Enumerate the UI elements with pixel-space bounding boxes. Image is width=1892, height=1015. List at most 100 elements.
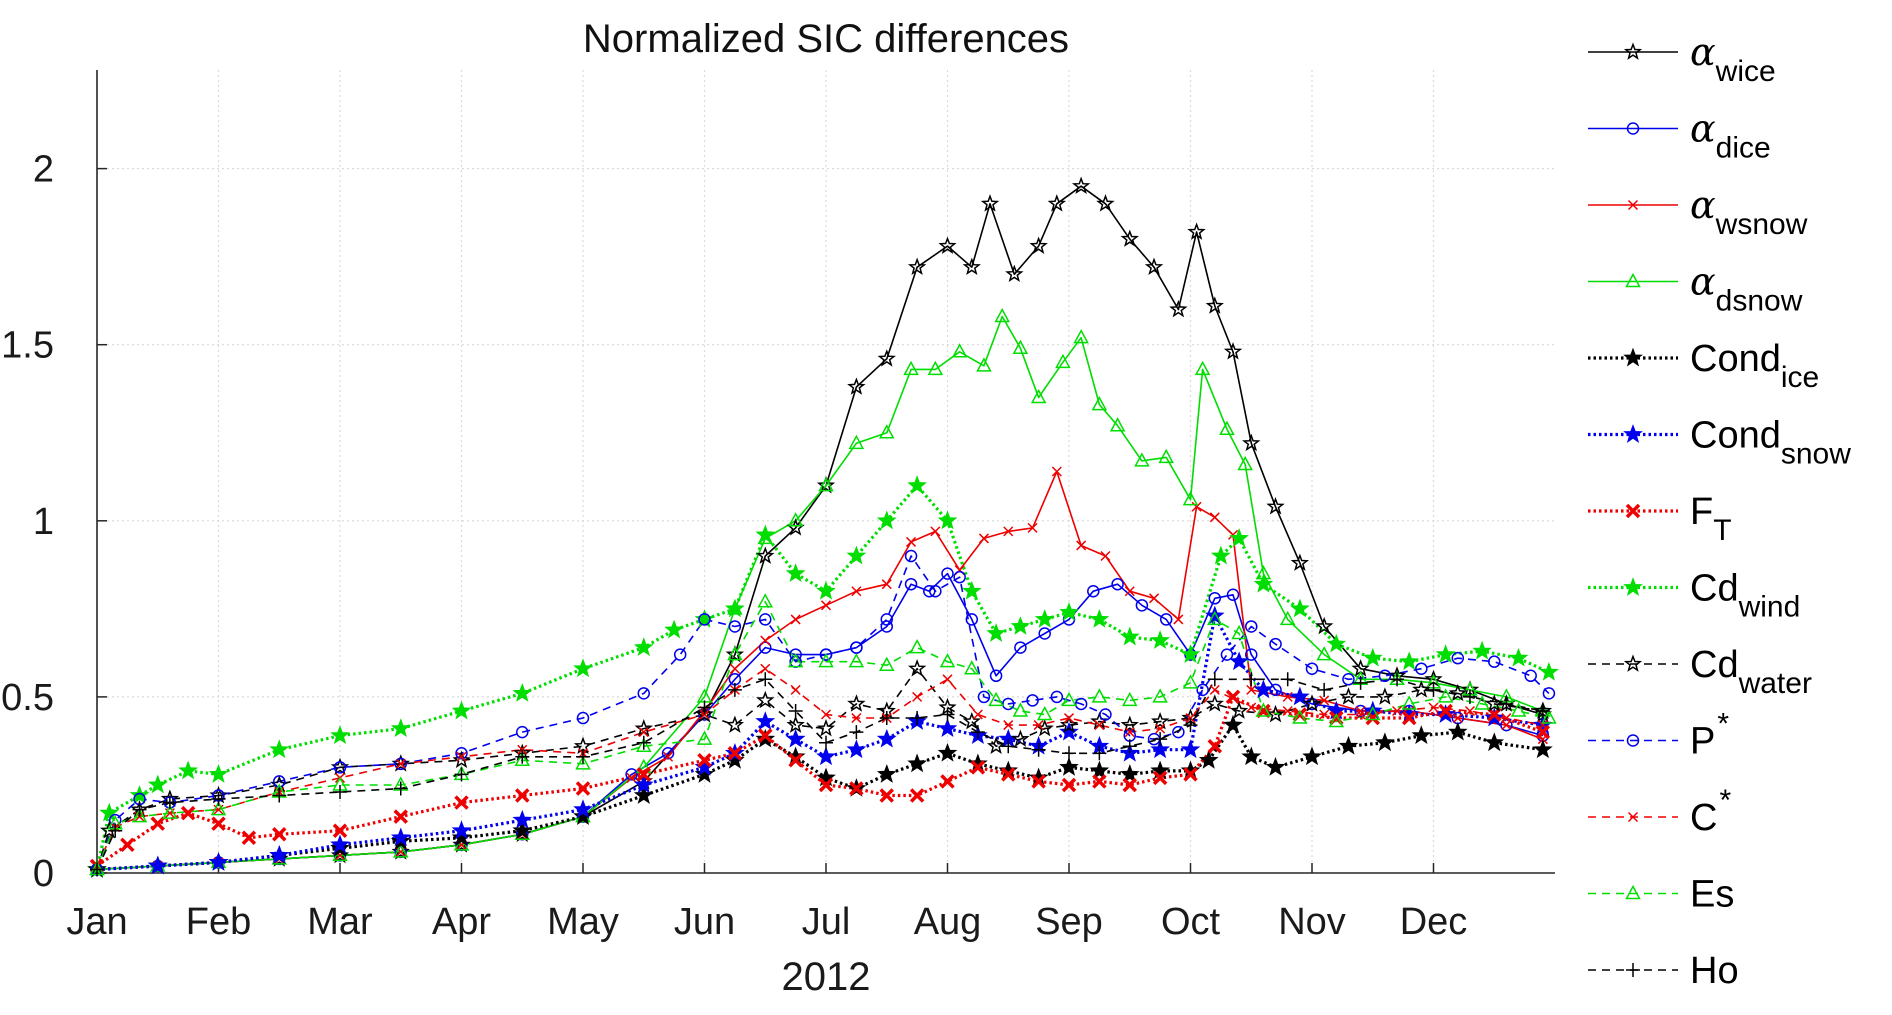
legend-marker [1623,347,1643,367]
data-point--dice-1 [625,768,638,781]
data-point-cond-ice-4 [1150,760,1171,780]
data-point-cond-snow-5 [1180,739,1201,759]
data-point--wsnow-2 [1149,593,1160,604]
data-point-cd-water-8 [1448,683,1467,702]
data-point-ho-12 [576,749,590,764]
data-point-cd-wind-7 [1253,573,1274,593]
series-line--dsnow-3 [96,315,1544,871]
data-point-cond-snow-5 [147,855,168,875]
data-point-ho-12 [162,795,177,810]
legend-entry: αwice [1588,30,1776,88]
data-point--wice-0 [1242,433,1261,452]
data-point--dsnow-3 [1073,329,1089,344]
data-point-ho-12 [108,823,123,838]
data-point-f-t-6 [241,830,257,846]
x-tick-label: Jun [674,901,735,943]
legend-entry: Cdwater [1588,644,1812,700]
data-point-p-star-9 [904,549,918,563]
data-point-cd-wind-7 [1210,545,1231,565]
data-point-ho-12 [454,767,469,782]
data-point-es-11 [1401,695,1417,710]
series-line--wice-0 [96,185,1544,871]
data-point-ho-12 [1183,718,1198,733]
series-line-f-t-6 [96,695,1544,868]
data-point--dsnow-3 [994,307,1010,323]
data-point--wsnow-2 [663,751,674,762]
data-point-es-11 [1036,705,1053,721]
data-point-p-star-9 [953,570,966,584]
y-tick-label: 2 [33,149,54,191]
legend-label: Ho [1690,950,1739,992]
data-point-cd-wind-7 [816,580,836,600]
data-point--wsnow-2 [1100,550,1111,562]
data-point-cond-ice-4 [1223,714,1243,734]
data-point--dice-1 [1135,599,1149,612]
data-point-ho-12 [727,682,742,697]
data-point-p-star-9 [1099,708,1112,721]
data-point-cond-ice-4 [1265,756,1286,776]
data-point-f-t-6 [909,788,925,803]
data-point-p-star-9 [1542,687,1556,700]
data-point-cond-snow-5 [512,809,533,829]
data-point-cd-wind-7 [876,510,897,530]
data-point-cond-snow-5 [1435,704,1456,723]
data-point-cd-wind-7 [785,563,806,582]
data-point-cd-water-8 [695,704,714,723]
legend-marker [1627,199,1639,211]
data-point-cd-wind-7 [208,764,229,783]
data-point--dice-1 [1087,584,1100,598]
data-point-cond-snow-5 [451,820,472,840]
data-point--dsnow-3 [392,843,409,858]
data-point-c-star-10 [1392,705,1403,717]
data-point-cd-water-8 [1230,701,1249,719]
data-point-es-11 [1182,674,1199,689]
data-point--dsnow-3 [878,424,895,439]
legend-label: C* [1690,784,1731,839]
data-point--dice-1 [1500,718,1513,732]
data-point-cd-wind-7 [1119,626,1140,646]
data-point-ho-12 [910,711,925,726]
data-point-cd-wind-7 [664,619,684,639]
x-tick-label: Feb [186,901,251,943]
legend: αwice αdice αwsnow αdsnow Condice Condsnow FT C… [1588,30,1851,992]
data-point-cd-wind-7 [178,760,199,780]
data-point-es-11 [757,593,774,608]
data-point-es-11 [818,653,834,668]
data-point-p-star-9 [637,687,650,700]
data-point-cd-water-8 [725,715,744,733]
data-point-cond-snow-5 [755,711,776,730]
data-point--wice-0 [1120,229,1139,247]
data-point-f-t-6 [211,816,226,831]
data-point-c-star-10 [942,674,953,685]
data-point-p-star-9 [273,775,286,788]
data-point-cond-ice-4 [451,827,472,847]
series-line--dice-1 [96,572,1544,871]
data-point--wice-0 [756,546,775,564]
data-point-cond-ice-4 [937,743,958,762]
data-point-cd-water-8 [1302,694,1322,712]
data-point-cd-wind-7 [269,739,290,759]
x-tick-label: Dec [1400,901,1468,943]
data-point--wsnow-2 [760,635,771,646]
data-point-cond-ice-4 [1338,735,1359,755]
data-point--dsnow-3 [1109,417,1126,432]
data-point-es-11 [939,653,956,668]
data-point-f-t-6 [879,788,894,803]
data-point-p-star-9 [1342,673,1355,686]
legend-marker [1623,42,1643,60]
data-point-f-t-6 [393,809,408,824]
data-point-f-t-6 [180,805,196,821]
data-point--wice-0 [1424,669,1443,688]
data-point-cd-water-8 [452,750,471,769]
data-point-c-star-10 [1501,713,1512,724]
data-point--dice-1 [904,577,918,591]
data-point-c-star-10 [1319,709,1330,720]
x-tick-label: Nov [1278,901,1346,943]
data-point--wsnow-2 [820,600,832,611]
data-point-ho-12 [1462,689,1477,704]
x-tick-label: Aug [914,901,982,943]
data-point-cd-wind-7 [1010,616,1031,635]
data-point-p-star-9 [576,711,590,725]
data-point-es-11 [1012,702,1029,717]
